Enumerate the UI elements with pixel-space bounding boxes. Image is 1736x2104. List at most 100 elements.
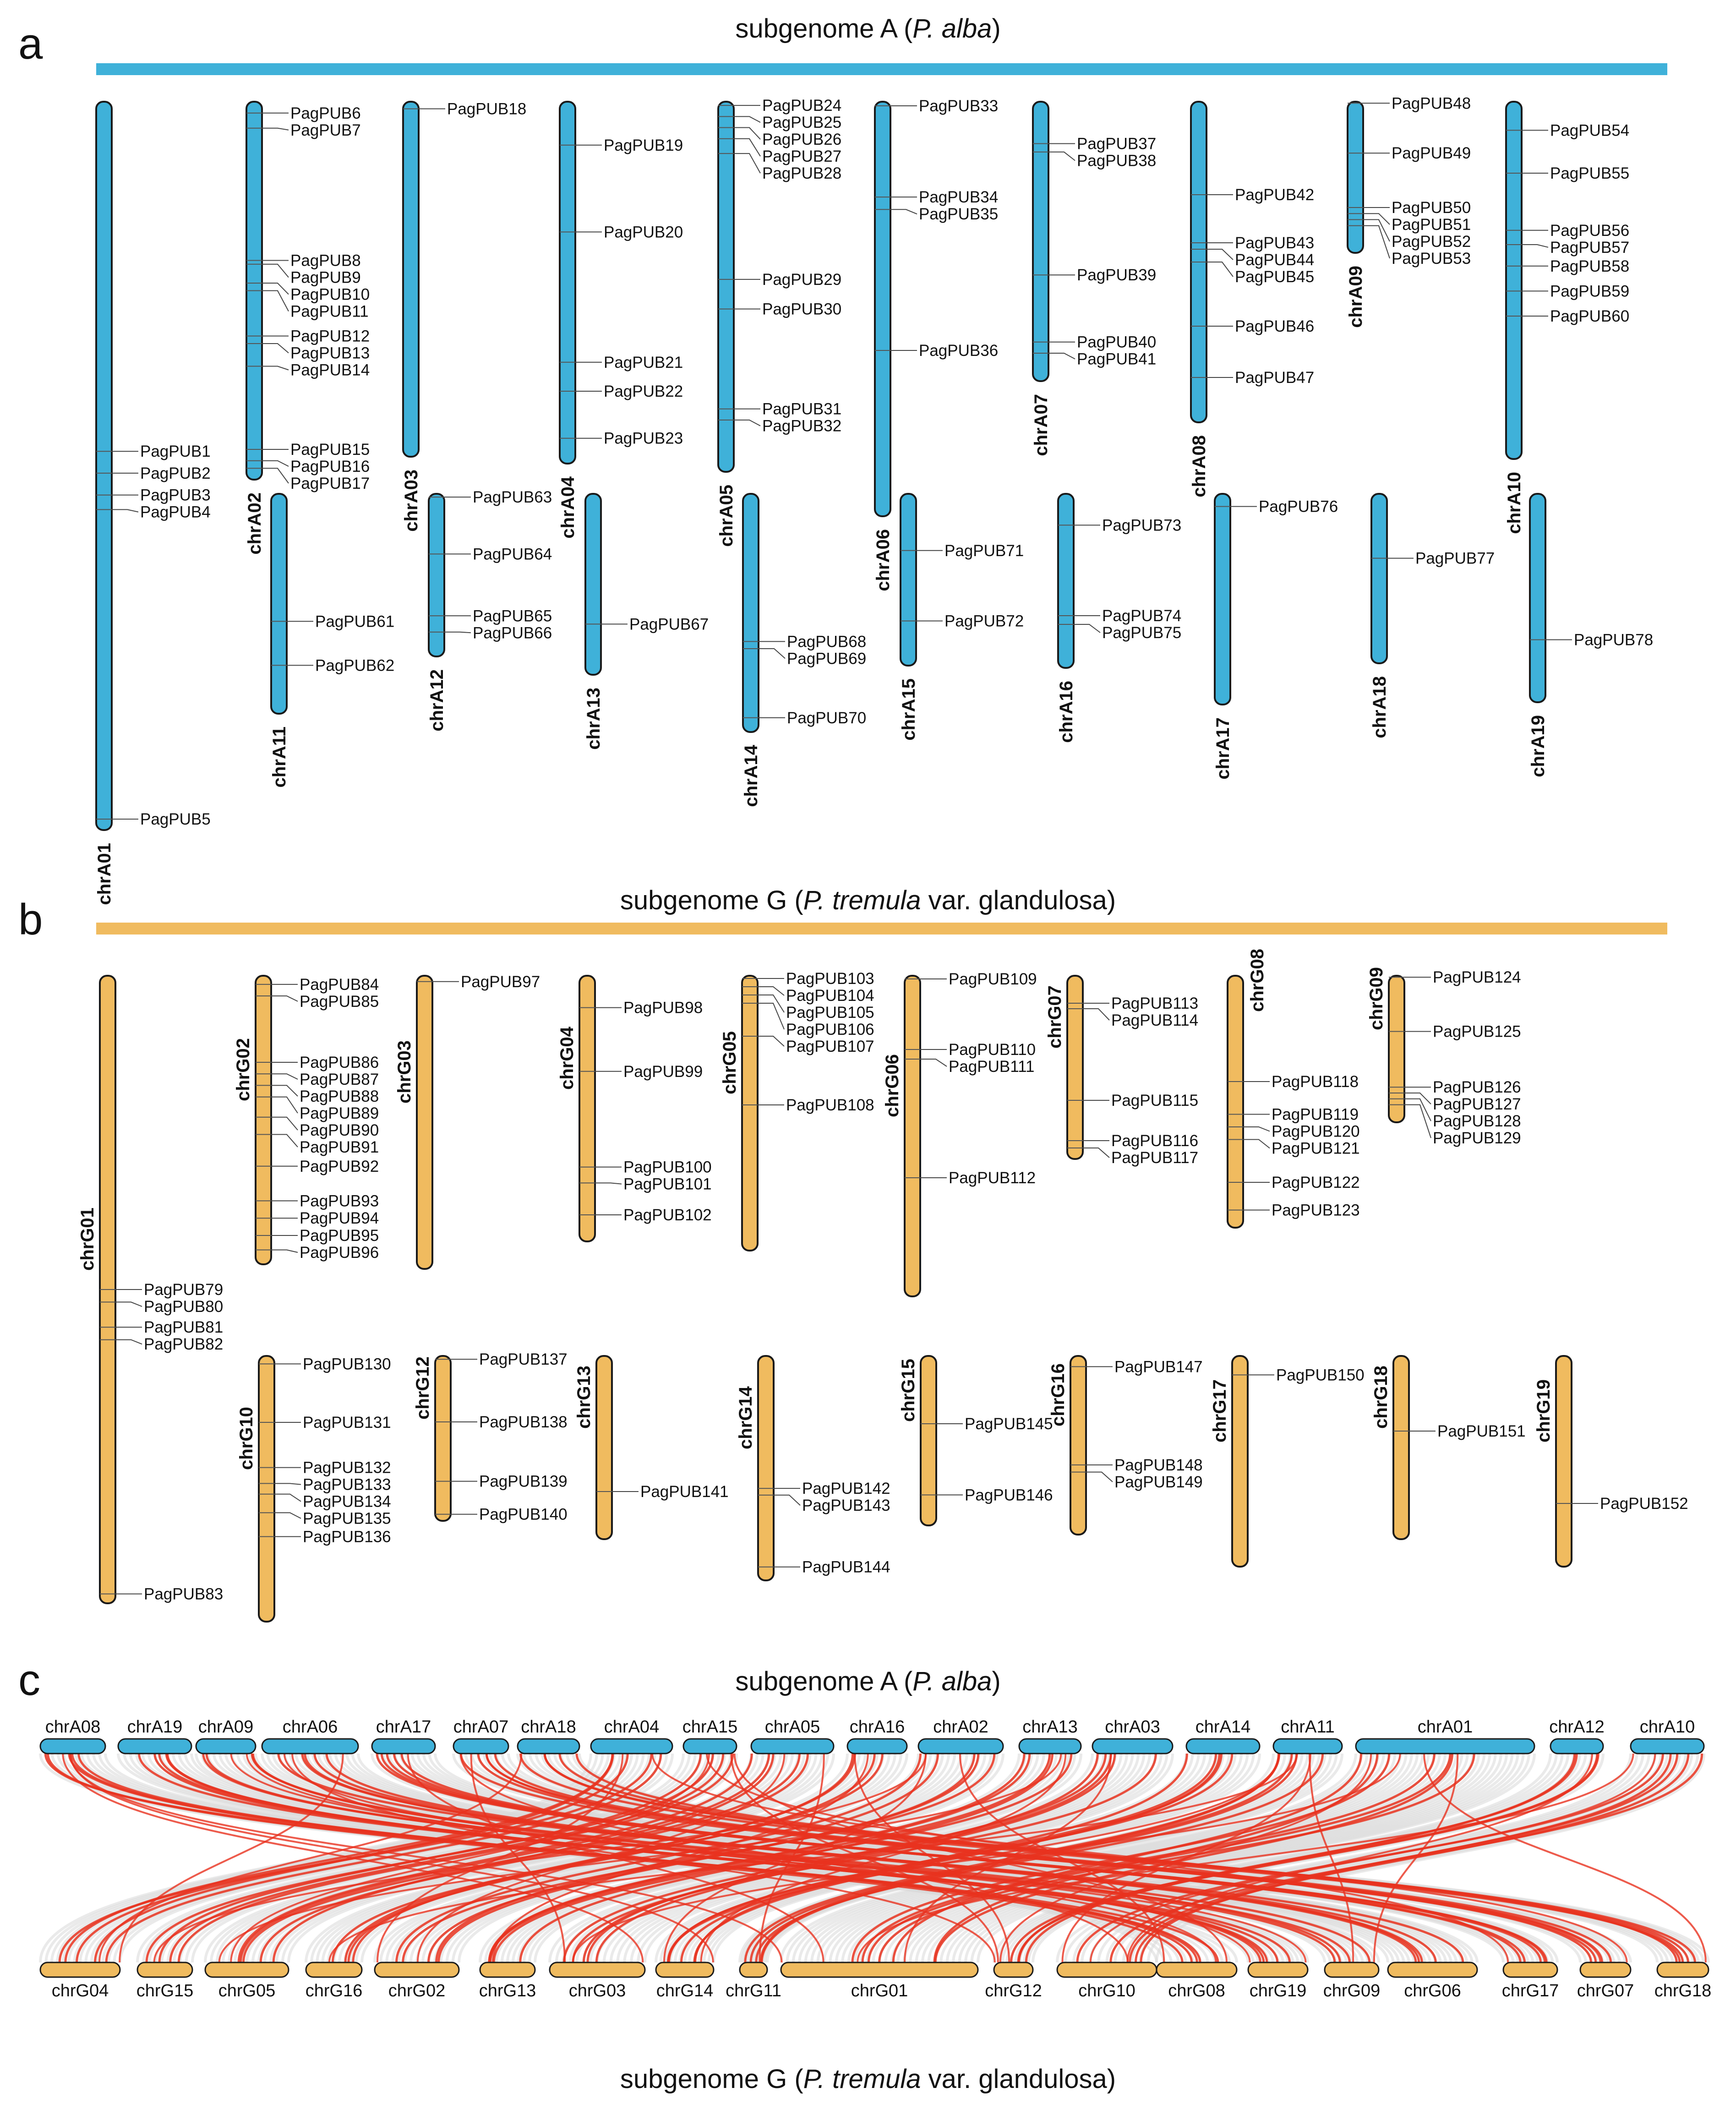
top-chromosome-label: chrA02 xyxy=(933,1717,988,1737)
pub-link xyxy=(904,1753,1112,1963)
gene-marker: PagPUB13 xyxy=(246,343,370,362)
gene-label: PagPUB74 xyxy=(1102,607,1181,625)
chromosome-label: chrA05 xyxy=(716,485,737,547)
gene-label: PagPUB113 xyxy=(1111,995,1198,1012)
gene-label: PagPUB132 xyxy=(303,1459,391,1477)
pub-link xyxy=(169,1753,725,1963)
gene-label: PagPUB21 xyxy=(604,354,683,372)
bottom-chromosome-label: chrG03 xyxy=(569,1981,626,2000)
pub-link xyxy=(582,1753,1112,1963)
gene-marker: PagPUB8 xyxy=(246,252,361,270)
top-chromosome-chrA03: chrA03 xyxy=(1092,1717,1174,1754)
gene-marker: PagPUB140 xyxy=(435,1506,568,1524)
top-chromosome-bar xyxy=(917,1738,1004,1754)
top-chromosome-label: chrA06 xyxy=(283,1717,338,1737)
gene-label: PagPUB131 xyxy=(303,1414,391,1432)
gene-marker: PagPUB30 xyxy=(718,300,841,318)
gene-marker: PagPUB115 xyxy=(1067,1092,1198,1109)
gene-label: PagPUB99 xyxy=(623,1063,703,1081)
chromosome-chrA04: chrA04 PagPUB19 PagPUB20 PagPUB21 PagPUB22 Pa… xyxy=(558,101,683,539)
top-chromosome-label: chrA04 xyxy=(604,1717,659,1737)
chromosome-label: chrG05 xyxy=(720,1031,740,1094)
gene-label: PagPUB65 xyxy=(473,607,552,625)
gene-label: PagPUB45 xyxy=(1235,268,1314,286)
chromosome-chrG02: chrG02PagPUB84PagPUB85PagPUB86PagPUB87Pa… xyxy=(233,975,379,1265)
bottom-chromosome-chrG09: chrG09 xyxy=(1323,1962,1380,2000)
top-chromosome-label: chrA12 xyxy=(1549,1717,1604,1737)
chromosome-label: chrG01 xyxy=(77,1208,98,1271)
gene-label: PagPUB89 xyxy=(300,1104,379,1122)
pub-link xyxy=(376,1753,624,1963)
panel-c-label: c xyxy=(18,1656,40,1705)
top-chromosome-chrA12: chrA12 xyxy=(1549,1717,1605,1754)
gene-label: PagPUB150 xyxy=(1276,1366,1365,1384)
gene-label: PagPUB4 xyxy=(140,503,211,521)
gene-label: PagPUB54 xyxy=(1550,121,1629,139)
gene-marker: PagPUB36 xyxy=(875,342,998,360)
gene-marker: PagPUB135 xyxy=(259,1510,391,1528)
gene-marker: PagPUB94 xyxy=(256,1209,379,1227)
top-chromosome-label: chrA18 xyxy=(521,1717,576,1737)
panel-b-title: subgenome G (P. tremula var. glandulosa) xyxy=(620,885,1116,915)
gene-label: PagPUB107 xyxy=(786,1038,874,1055)
top-chromosome-label: chrA10 xyxy=(1640,1717,1695,1737)
pub-link xyxy=(700,1753,1067,1963)
top-chromosome-label: chrA09 xyxy=(198,1717,253,1737)
gene-marker: PagPUB81 xyxy=(100,1318,223,1336)
chromosome-label: chrA01 xyxy=(94,843,115,905)
gene-label: PagPUB73 xyxy=(1102,516,1181,534)
gene-label: PagPUB58 xyxy=(1550,257,1629,275)
gene-marker: PagPUB38 xyxy=(1033,151,1156,170)
gene-label: PagPUB128 xyxy=(1433,1112,1521,1130)
gene-marker: PagPUB130 xyxy=(259,1355,391,1373)
gene-marker: PagPUB7 xyxy=(246,121,361,139)
gene-marker: PagPUB85 xyxy=(256,993,379,1011)
bottom-chromosome-bar xyxy=(780,1962,979,1978)
bottom-chromosome-bar xyxy=(204,1962,289,1978)
gene-marker: PagPUB83 xyxy=(100,1585,223,1603)
bottom-chromosome-bar xyxy=(39,1962,121,1978)
gene-label: PagPUB40 xyxy=(1077,333,1156,351)
gene-marker: PagPUB37 xyxy=(1033,135,1156,153)
pub-link xyxy=(98,1753,523,1963)
gene-marker: PagPUB14 xyxy=(246,361,370,379)
chromosome-bar xyxy=(270,493,288,715)
chromosome-bar xyxy=(584,493,602,676)
gene-marker: PagPUB114 xyxy=(1067,1008,1198,1029)
gene-marker: PagPUB124 xyxy=(1389,968,1521,986)
bottom-chromosome-bar xyxy=(1502,1962,1558,1978)
gene-label: PagPUB1 xyxy=(140,443,211,460)
chromosome-bar xyxy=(595,1355,613,1540)
gene-marker: PagPUB149 xyxy=(1070,1471,1203,1491)
bottom-chromosome-bar xyxy=(655,1962,715,1978)
pub-link xyxy=(485,1753,1601,1963)
gene-marker: PagPUB20 xyxy=(560,223,683,241)
pub-link xyxy=(407,1753,824,1963)
gene-label: PagPUB141 xyxy=(640,1483,729,1501)
gene-marker: PagPUB119 xyxy=(1228,1106,1359,1124)
gene-label: PagPUB145 xyxy=(965,1415,1053,1433)
gene-marker: PagPUB98 xyxy=(579,999,703,1017)
gene-marker: PagPUB18 xyxy=(403,100,526,118)
gene-label: PagPUB35 xyxy=(919,205,998,223)
chromosome-chrG09: chrG09 PagPUB124PagPUB125PagPUB126PagPUB1… xyxy=(1366,967,1521,1147)
gene-label: PagPUB101 xyxy=(623,1175,712,1193)
gene-marker: PagPUB109 xyxy=(905,970,1037,988)
pub-link xyxy=(934,1753,1454,1963)
gene-marker: PagPUB120 xyxy=(1228,1123,1360,1141)
chromosome-chrA19: chrA19 PagPUB78 xyxy=(1528,493,1653,777)
bottom-chromosome-label: chrG15 xyxy=(136,1981,194,2000)
gene-label: PagPUB6 xyxy=(290,104,361,122)
bottom-chromosome-label: chrG11 xyxy=(726,1981,781,2000)
gene-marker: PagPUB113 xyxy=(1067,995,1198,1012)
panel-a-title: subgenome A (P. alba) xyxy=(735,14,1000,44)
gene-marker: PagPUB106 xyxy=(742,1003,874,1038)
gene-marker: PagPUB131 xyxy=(259,1414,391,1432)
gene-label: PagPUB137 xyxy=(479,1350,568,1368)
gene-marker: PagPUB91 xyxy=(256,1134,379,1156)
chromosome-bar xyxy=(402,101,420,458)
